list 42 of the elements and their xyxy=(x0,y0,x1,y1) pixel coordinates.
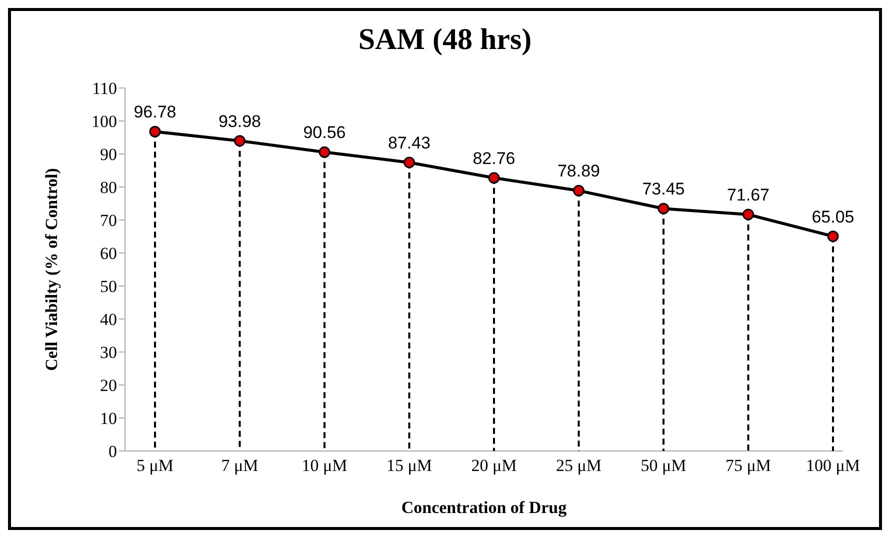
y-tick-label: 70 xyxy=(100,211,117,230)
x-tick-label: 7 μM xyxy=(221,456,258,476)
point xyxy=(658,202,670,214)
y-tick-label: 60 xyxy=(100,244,117,264)
x-tick-label: 25 μM xyxy=(556,456,602,476)
data-label: 71.67 xyxy=(726,185,770,204)
x-tick-label: 20 μM xyxy=(471,456,517,476)
y-tick-label: 10 xyxy=(100,409,117,428)
point xyxy=(149,126,161,138)
x-tick-label: 100 μM xyxy=(806,456,860,476)
x-axis-title: Concentration of Drug xyxy=(401,498,568,517)
data-label: 65.05 xyxy=(812,207,854,226)
x-tick-label: 10 μM xyxy=(302,456,348,476)
data-label: 82.76 xyxy=(472,148,516,168)
y-axis-title: Cell Viabilty (% of Control) xyxy=(42,168,62,371)
y-tick-label: 20 xyxy=(100,376,117,396)
x-tick-label: 50 μM xyxy=(640,456,686,476)
y-tick-label: 40 xyxy=(100,310,117,330)
y-tick-label: 90 xyxy=(100,145,117,164)
data-label: 87.43 xyxy=(388,133,431,152)
data-label: 93.98 xyxy=(218,112,262,131)
y-tick-label: 50 xyxy=(100,277,117,296)
x-tick-label: 75 μM xyxy=(726,456,771,476)
data-label: 73.45 xyxy=(642,180,685,199)
data-label: 96.78 xyxy=(134,102,176,122)
x-tick-label: 5 μM xyxy=(136,456,174,476)
y-tick-label: 30 xyxy=(100,343,117,362)
data-label: 78.89 xyxy=(557,162,600,181)
x-tick-label: 15 μM xyxy=(386,456,432,476)
point xyxy=(742,208,754,220)
point xyxy=(573,184,584,196)
point xyxy=(318,146,330,158)
point xyxy=(827,230,839,242)
y-tick-label: 100 xyxy=(92,112,117,132)
data-label: 90.56 xyxy=(303,123,346,142)
point xyxy=(234,135,246,147)
y-tick-label: 0 xyxy=(108,442,117,462)
chart-title: SAM (48 hrs) xyxy=(357,23,533,57)
y-tick-label: 80 xyxy=(100,178,117,198)
point xyxy=(404,156,415,168)
y-tick-label: 110 xyxy=(92,79,117,98)
point xyxy=(488,172,500,184)
